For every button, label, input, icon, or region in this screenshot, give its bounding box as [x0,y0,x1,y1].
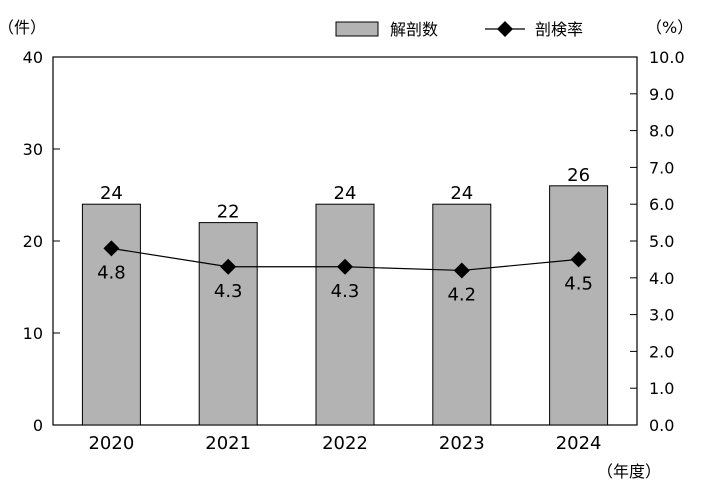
rate-value-label: 4.3 [331,281,360,302]
y-right-axis-label: （%） [646,18,693,37]
y-right-tick-label: 9.0 [649,85,674,104]
rate-value-label: 4.2 [447,284,476,305]
x-axis-label: （年度） [597,462,661,481]
legend-swatch-autopsy-count [335,21,379,37]
y-right-tick-label: 6.0 [649,195,674,214]
x-tick-label: 2023 [439,433,485,454]
y-right-tick-label: 1.0 [649,379,674,398]
legend-label-autopsy-rate: 剖検率 [535,20,583,39]
y-right-tick-label: 10.0 [649,48,685,67]
rate-point [103,240,120,257]
y-right-tick-label: 4.0 [649,269,674,288]
y-left-tick-label: 30 [23,140,43,159]
bar-value-label: 22 [217,202,240,223]
rate-value-label: 4.3 [214,281,243,302]
bar [198,222,258,426]
plot-area: 24 22 24 24 26 0 10 20 30 40 0.0 1.0 2.0 3.0 4.0 5.0 6.0… [23,48,685,454]
y-right-tick-label: 7.0 [649,158,674,177]
bar-value-label: 24 [100,183,123,204]
legend: 解剖数 剖検率 [335,20,583,39]
bar-value-label: 26 [567,165,590,186]
bar [315,203,375,426]
y-right-tick-label: 5.0 [649,232,674,251]
y-left-tick-label: 40 [23,48,43,67]
bar [549,185,609,426]
legend-label-autopsy-count: 解剖数 [390,20,438,39]
rate-point [337,258,353,275]
x-tick-label: 2021 [205,433,251,454]
rate-point [570,251,587,268]
y-right-tick-label: 8.0 [649,122,674,141]
y-right-tick-label: 3.0 [649,306,674,325]
x-tick-label: 2022 [322,433,368,454]
bar-value-label: 24 [334,183,357,204]
y-left-axis-label: （件） [0,18,46,37]
y-left-tick-label: 20 [23,232,43,251]
y-right-tick-label: 0.0 [649,416,674,435]
y-right-tick-label: 2.0 [649,342,674,361]
bar-value-label: 24 [450,183,473,204]
y-left-tick-label: 0 [33,416,43,435]
rate-value-label: 4.8 [97,262,126,283]
bar [81,203,141,426]
rate-point [453,262,470,279]
legend-marker-autopsy-rate [497,21,513,37]
y-left-tick-label: 10 [23,324,43,343]
rate-point [220,258,237,275]
bar [432,203,492,426]
x-tick-label: 2024 [556,433,602,454]
x-tick-label: 2020 [88,433,134,454]
rate-value-label: 4.5 [564,273,593,294]
